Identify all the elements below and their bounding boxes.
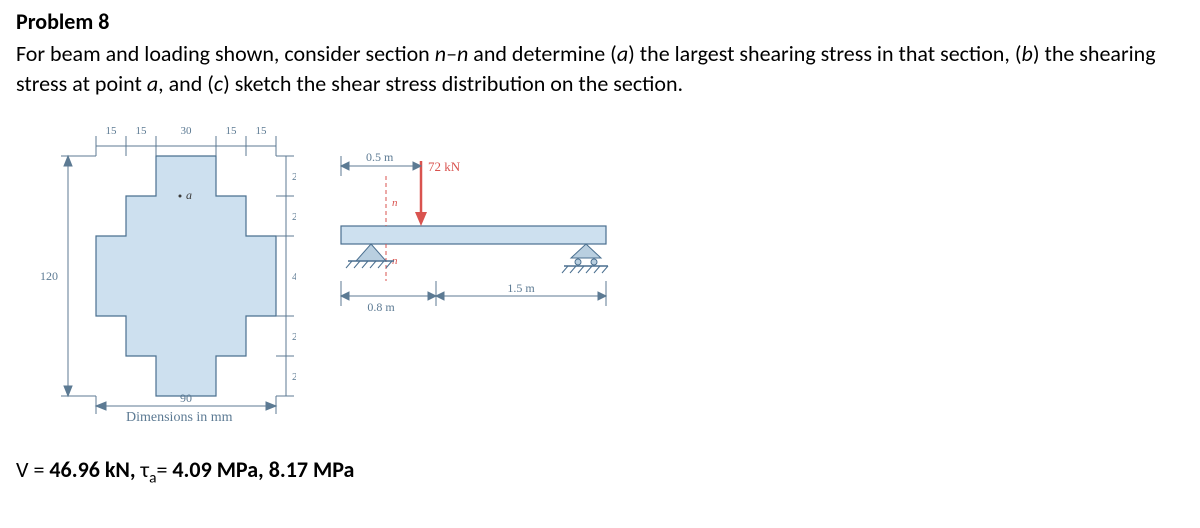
dim-top-3: 30	[181, 125, 193, 137]
point-a: a	[147, 70, 158, 97]
text-part: and determine (	[468, 40, 617, 67]
dim-top-2: 15	[136, 125, 148, 137]
dim-top-5: 15	[256, 125, 268, 137]
answers-line: V = 46.96 kN, τa= 4.09 MPa, 8.17 MPa	[16, 456, 1184, 487]
dim-left-span: 0.8 m	[367, 300, 395, 314]
point-a-marker	[179, 195, 182, 198]
dim-width: 90	[180, 391, 192, 405]
dim-right-1: 20	[292, 171, 296, 183]
dim-top-1: 15	[106, 125, 118, 137]
v-label: V =	[16, 456, 49, 483]
pin-support	[356, 244, 386, 261]
problem-statement: For beam and loading shown, consider sec…	[16, 39, 1184, 98]
part-a: a	[617, 40, 628, 67]
dim-height: 120	[40, 269, 58, 283]
n-label-top: n	[392, 197, 398, 209]
load-arrow-head	[415, 212, 427, 226]
text-part: ) the largest shearing stress in that se…	[628, 40, 1021, 67]
beam-figure: n n 72 kN 0.5 m	[326, 106, 626, 366]
problem-title: Problem 8	[16, 8, 1184, 35]
dim-right-5: 20	[292, 371, 296, 383]
section-nn: n–n	[435, 40, 469, 67]
beam-body	[341, 226, 606, 244]
tau-value: 4.09 MPa, 8.17 MPa	[172, 456, 354, 483]
roller-support	[571, 244, 601, 258]
figure-row: 15 15 30 15 15 20 20 40 20 20	[16, 106, 1184, 416]
text-part: For beam and loading shown, consider sec…	[16, 40, 435, 67]
cross-section-figure: 15 15 30 15 15 20 20 40 20 20	[16, 106, 296, 416]
text-part: ) sketch the shear stress distribution o…	[223, 70, 683, 97]
dim-right-4: 20	[292, 331, 296, 343]
dim-right-span: 1.5 m	[507, 281, 535, 295]
dim-top-4: 15	[226, 125, 238, 137]
dim-right-3: 40	[292, 271, 296, 283]
point-a-label: a	[186, 188, 192, 202]
part-b: b	[1022, 40, 1033, 67]
text-part: , and (	[158, 70, 214, 97]
dim-right-2: 20	[292, 211, 296, 223]
tau-symbol: τ	[141, 456, 150, 483]
load-label: 72 kN	[428, 159, 461, 174]
tau-eq: =	[156, 456, 172, 483]
part-c: c	[214, 70, 223, 97]
dim-load-dist: 0.5 m	[366, 150, 394, 164]
v-value: 46.96 kN,	[49, 456, 140, 483]
